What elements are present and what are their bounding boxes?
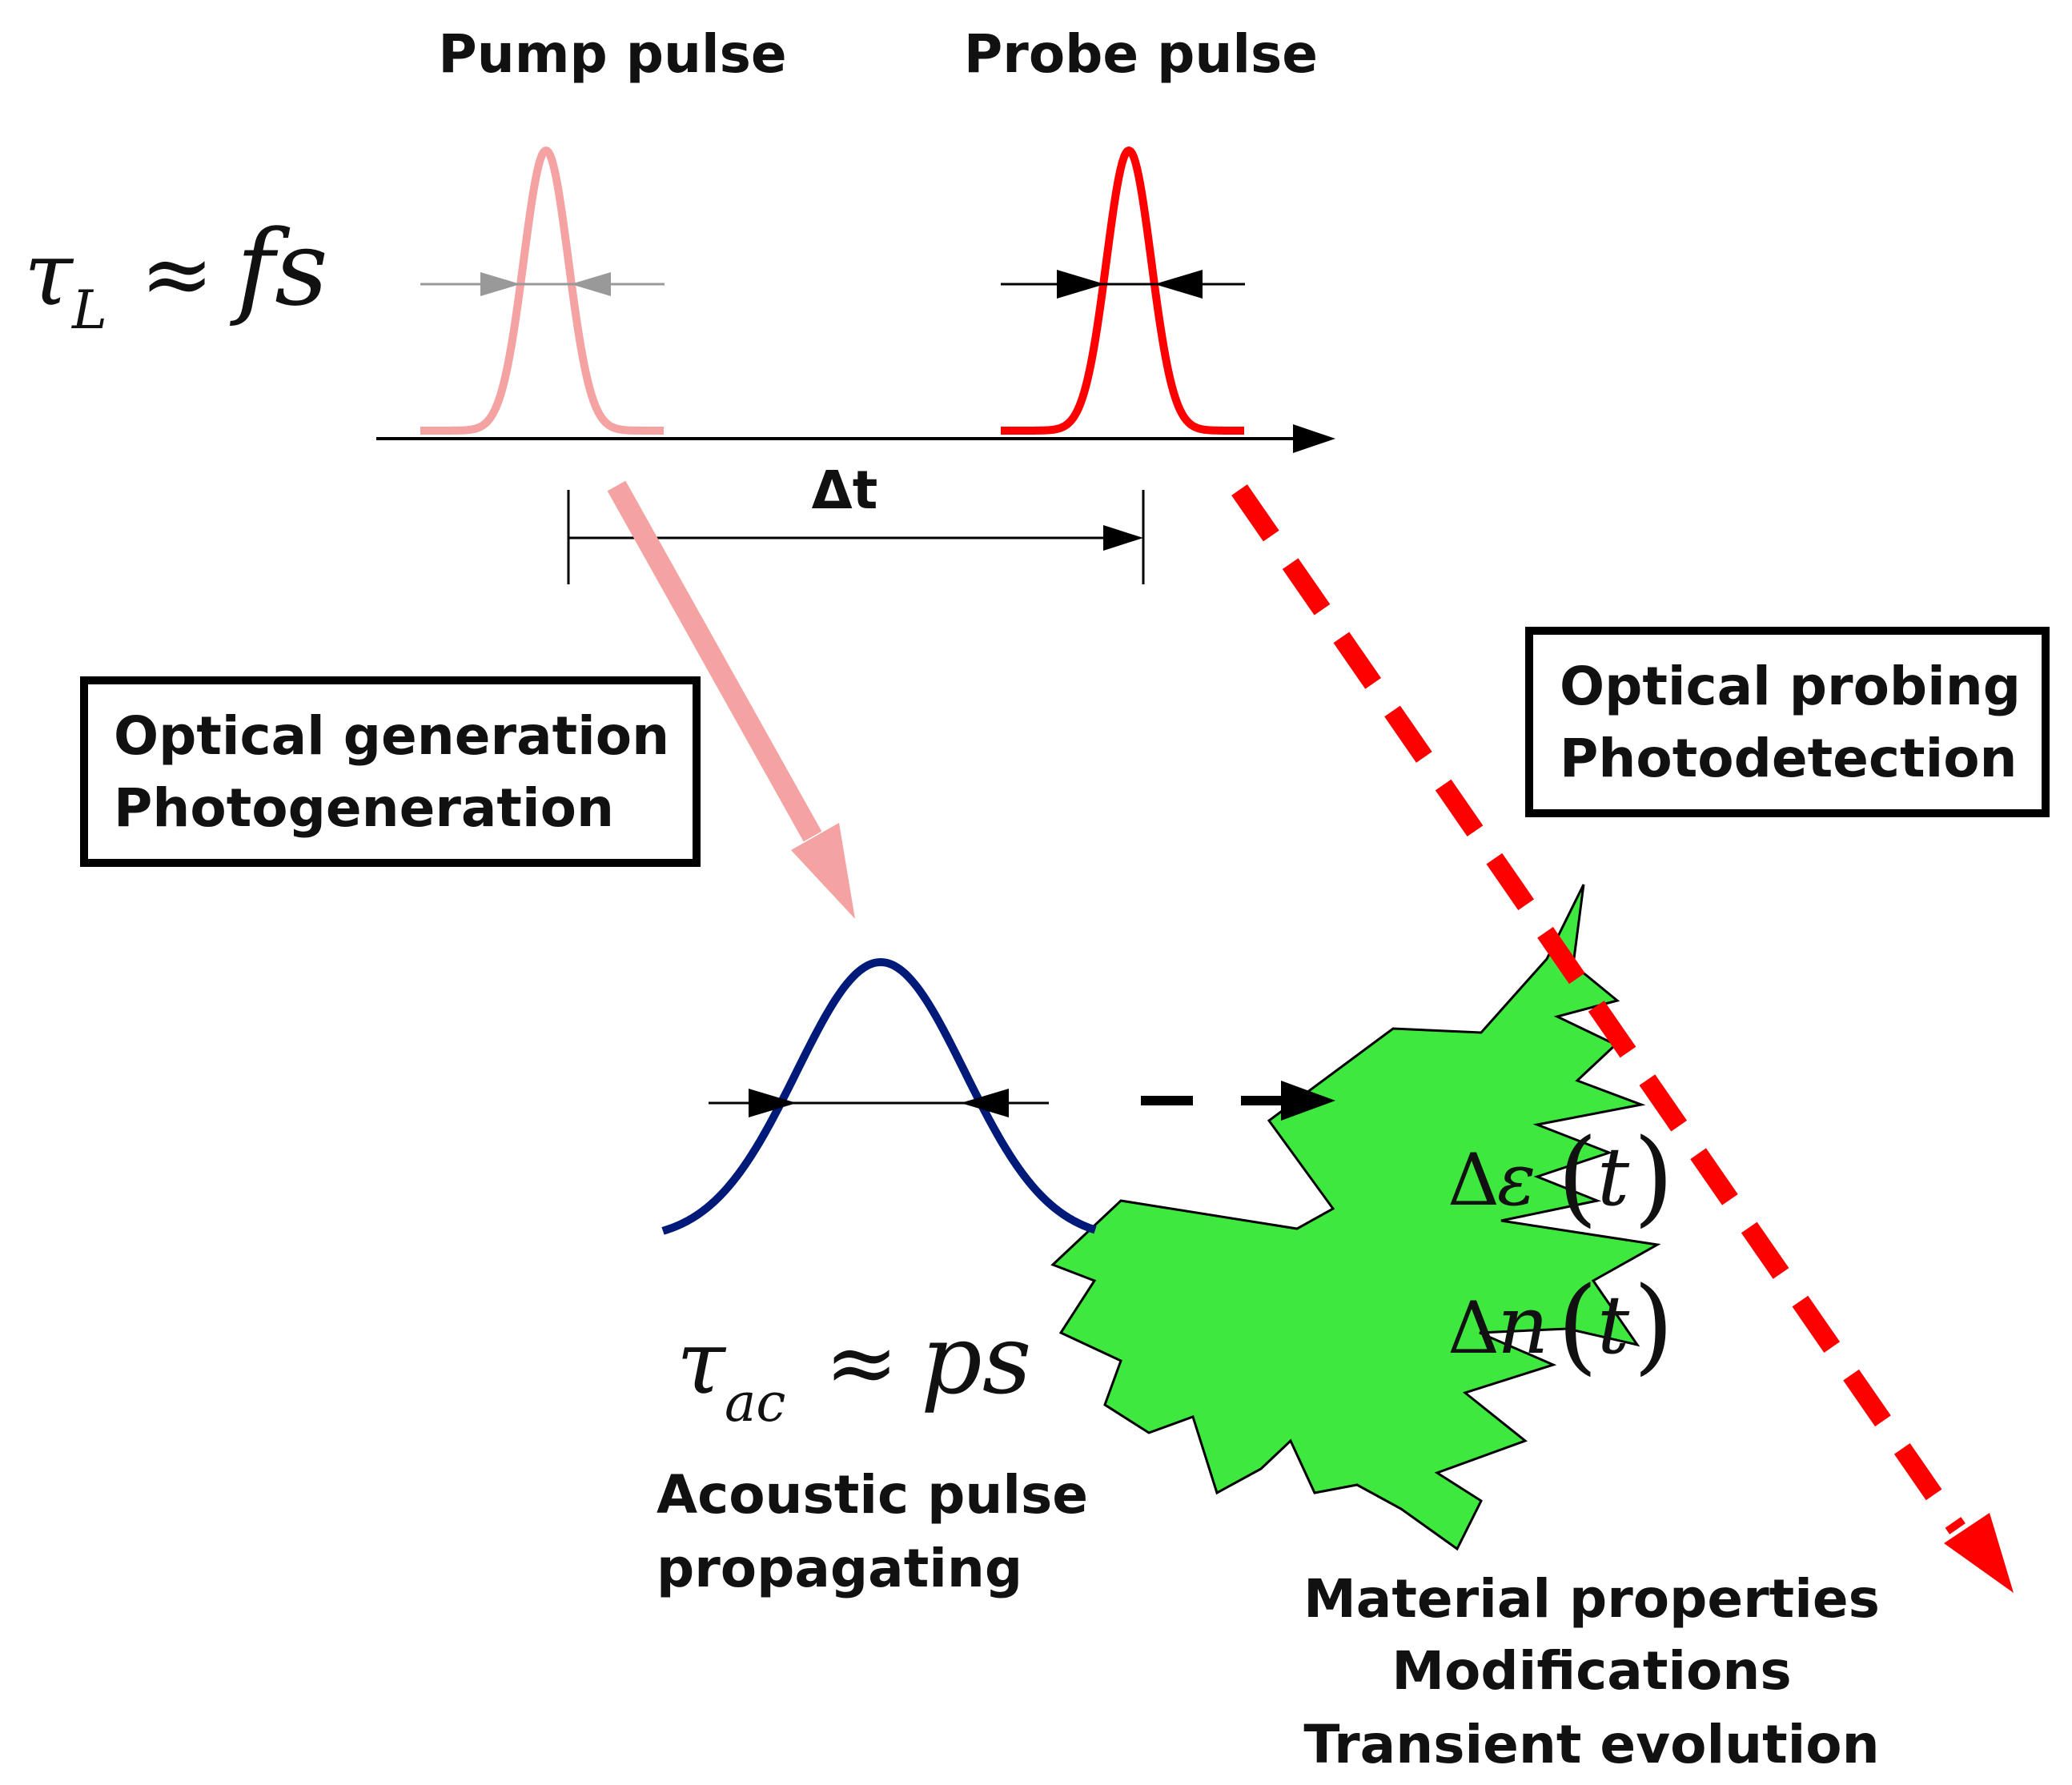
pump-pulse-label: Pump pulse [438, 23, 786, 85]
optical-generation-box: Optical generation Photogeneration [80, 676, 701, 867]
generation-arrow [607, 480, 855, 919]
pump-pulse-curve [418, 146, 666, 435]
n-symbol: n [1497, 1278, 1548, 1372]
acoustic-pulse-label-line1: Acoustic pulse [657, 1464, 1088, 1526]
optical-probing-text: Optical probing [1560, 656, 2021, 717]
acoustic-width-marker [709, 1089, 1049, 1117]
ps-unit: ps [921, 1305, 1031, 1416]
transient-evolution-label: Transient evolution [1303, 1714, 1879, 1775]
delay-marker [567, 490, 1145, 584]
photogeneration-text: Photogeneration [114, 777, 614, 839]
delta-n-formula: Δ n ( t ) [1448, 1264, 1674, 1386]
tau-symbol: τ [24, 223, 74, 325]
pump-width-marker [420, 272, 665, 296]
delta-t-label: Δt [812, 459, 878, 521]
t-symbol-1: t [1597, 1130, 1630, 1224]
fs-unit: fs [230, 207, 328, 329]
approx-symbol: ≈ [140, 223, 214, 325]
tau-l-formula: τ L ≈ fs [24, 207, 328, 341]
acoustic-to-material-arrow [1141, 1081, 1335, 1121]
modifications-label: Modifications [1391, 1640, 1791, 1702]
epsilon-symbol: ε [1497, 1138, 1536, 1222]
approx-symbol-ac: ≈ [825, 1311, 898, 1414]
tau-subscript-ac: ac [725, 1372, 785, 1434]
probe-pulse-curve [998, 146, 1247, 435]
tau-ac-formula: τ ac ≈ ps [677, 1305, 1031, 1434]
tau-symbol-ac: τ [677, 1311, 727, 1414]
rparen-2: ) [1633, 1264, 1674, 1386]
probe-width-marker [1001, 270, 1245, 299]
material-properties-label: Material properties [1303, 1568, 1880, 1630]
delta-symbol-1: Δ [1448, 1138, 1500, 1222]
lparen-2: ( [1557, 1264, 1598, 1386]
delta-epsilon-formula: Δ ε ( t ) [1448, 1116, 1674, 1237]
delta-symbol-2: Δ [1448, 1286, 1500, 1370]
acoustic-pulse-curve [661, 958, 1098, 1235]
optical-probing-box: Optical probing Photodetection [1525, 627, 2050, 817]
t-symbol-2: t [1597, 1278, 1630, 1372]
rparen-1: ) [1633, 1116, 1674, 1237]
acoustic-pulse-label-line2: propagating [657, 1538, 1022, 1599]
time-axis [376, 424, 1335, 453]
lparen-1: ( [1557, 1116, 1598, 1237]
probing-arrow [1231, 484, 2014, 1593]
optical-generation-text: Optical generation [114, 705, 669, 767]
tau-subscript-l: L [71, 279, 107, 341]
probe-pulse-label: Probe pulse [964, 23, 1318, 85]
photodetection-text: Photodetection [1560, 728, 2018, 789]
material-burst-shape [1050, 884, 1661, 1551]
